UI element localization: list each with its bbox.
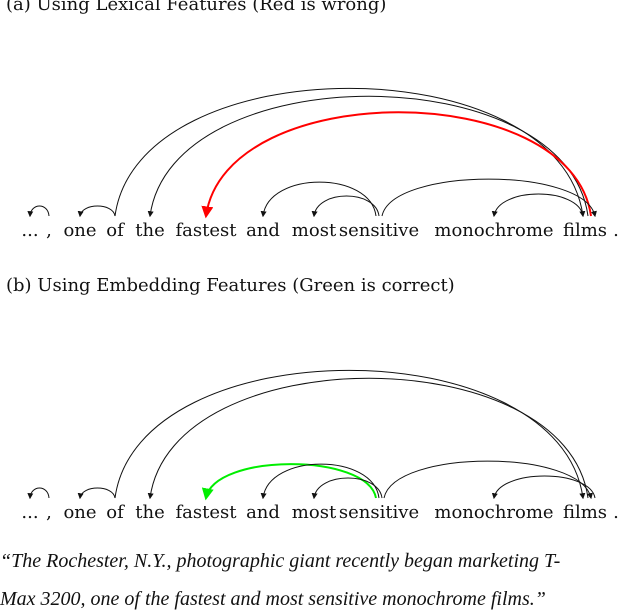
panel_a-token-9: monochrome [434,220,553,241]
panel-a-title: (a) Using Lexical Features (Red is wrong… [6,0,387,15]
panel_b-token-2: one [63,502,96,523]
panel_b-token-0: ... [21,502,38,523]
panel-a-arc-of-to-one [77,205,116,218]
panel_a-token-10: films [563,220,607,241]
panel_b-token-6: and [246,502,280,523]
panel_b-token-3: of [106,502,125,523]
panel-a-arc-films-to-fastest [201,111,592,219]
panel-b-arc-sensitive-to-films [383,460,593,500]
panel-a-arc-sensitive-to-and [260,181,377,218]
panel-b-arc-films-to-the [147,377,589,500]
panel_b-token-7: most [292,502,337,523]
panel-a-arc-sensitive-to-most [311,195,380,218]
dependency-tree-lexical: ..., one of the fastest and most sensitive monoc… [21,87,619,241]
panel_b-token-10: films [563,502,607,523]
panel_a-token-3: of [106,220,125,241]
panel_a-token-6: and [246,220,280,241]
panel-a-arc-comma-to-dotdotdot [27,205,50,218]
panel-b-arc-of-to-films [114,369,586,500]
dependency-tree-embedding: ..., one of the fastest and most sensitive monoc… [21,369,619,523]
panel-a-arc-films-to-monochrome [491,193,584,218]
panel-b-arc-films-to-monochrome [491,475,596,500]
panel_b-token-1: , [46,502,52,523]
example-sentence-line-2: Max 3200, one of the fastest and most se… [0,588,546,610]
panel_b-token-9: monochrome [434,502,553,523]
panel-b-arc-comma-to-dotdotdot [27,487,50,500]
panel-b-title: (b) Using Embedding Features (Green is c… [6,275,455,296]
panel_b-token-4: the [135,502,164,523]
panel_a-token-11: . [613,220,619,241]
panel_b-token-8: sensitive [339,502,419,523]
panel-a-arc-films-to-the [147,95,589,218]
panel_a-token-2: one [63,220,96,241]
panel_a-token-7: most [292,220,337,241]
panel_b-token-5: fastest [176,502,238,523]
panel-b-arc-of-to-one [77,487,116,500]
panel-b-arc-sensitive-to-and [260,463,380,500]
panel-b-arc-sensitive-to-most [311,477,383,500]
panel-a-arc-sensitive-to-films [381,178,597,218]
panel_a-token-0: ... [21,220,38,241]
panel-b-arc-sensitive-to-fastest [201,463,377,501]
panel_a-token-8: sensitive [339,220,419,241]
panel_b-token-11: . [613,502,619,523]
panel_a-token-1: , [46,220,52,241]
panel_a-token-5: fastest [176,220,238,241]
panel_a-token-4: the [135,220,164,241]
example-sentence-line-1: “The Rochester, N.Y., photographic giant… [0,550,561,572]
